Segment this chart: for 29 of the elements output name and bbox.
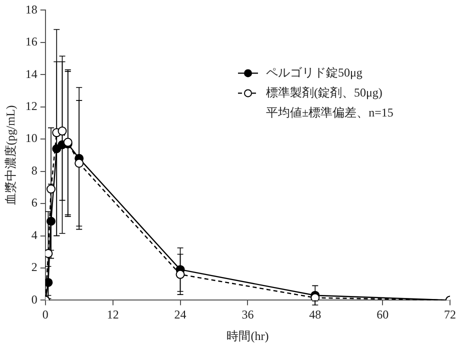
y-tick-label: 18 [25, 2, 38, 16]
y-tick-label: 2 [31, 260, 38, 274]
y-tick-label: 0 [31, 292, 38, 306]
point [46, 184, 56, 194]
x-axis-title: 時間(hr) [226, 328, 269, 343]
point [58, 126, 67, 136]
point [176, 270, 185, 279]
y-tick-label: 8 [31, 163, 38, 178]
y-tick-label: 10 [25, 131, 38, 146]
point [45, 248, 53, 258]
x-tick-label: 24 [174, 308, 186, 322]
y-axis-title: 血漿中濃度(pg/mL) [3, 105, 18, 206]
y-tick-label: 4 [31, 228, 38, 242]
y-tick-label: 14 [25, 66, 38, 81]
x-tick-label: 72 [444, 308, 456, 322]
x-tick-label: 12 [106, 308, 119, 322]
point [74, 158, 84, 168]
point [45, 278, 53, 287]
x-tick-label: 48 [309, 308, 322, 322]
y-tick-label: 16 [25, 34, 38, 49]
y-tick-label: 6 [31, 196, 38, 210]
legend-label: ペルゴリド錠50μg [266, 65, 362, 80]
x-tick-label: 36 [242, 308, 254, 322]
annotation: 平均値±標準偏差、n=15 [266, 105, 394, 120]
legend-label: 標準製剤(錠剤、50μg) [266, 85, 382, 100]
y-tick-label: 12 [25, 99, 38, 114]
point [46, 216, 56, 226]
x-tick-label: 60 [376, 308, 389, 322]
x-tick-label: 0 [42, 308, 48, 322]
